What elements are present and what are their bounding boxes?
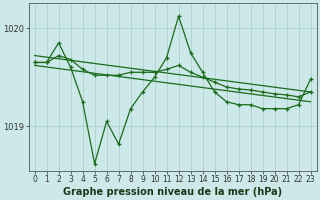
X-axis label: Graphe pression niveau de la mer (hPa): Graphe pression niveau de la mer (hPa) — [63, 187, 282, 197]
